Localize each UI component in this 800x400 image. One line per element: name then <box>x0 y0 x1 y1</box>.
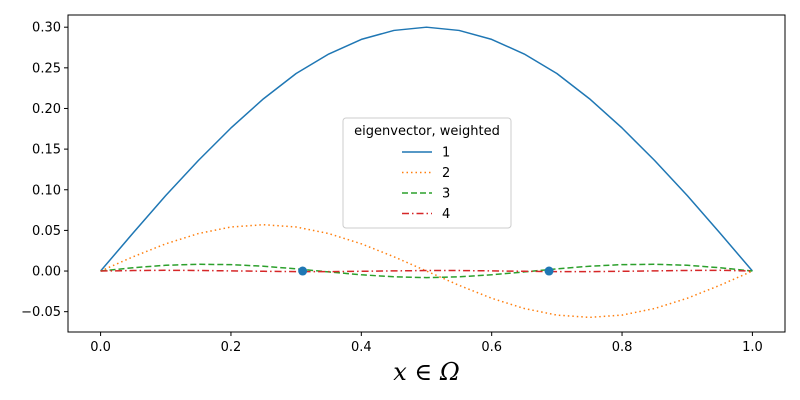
axes-frame <box>67 14 786 333</box>
legend-label-3: 3 <box>442 187 450 202</box>
y-tick-label: 0.10 <box>32 183 61 198</box>
series-line-2 <box>100 223 753 319</box>
y-tick-label: 0.15 <box>32 143 61 158</box>
legend-box <box>342 117 512 229</box>
y-tick-label: 0.30 <box>32 21 61 36</box>
zero-marker <box>298 266 308 276</box>
legend-label-4: 4 <box>442 207 450 222</box>
y-tick-label: 0.20 <box>32 102 61 117</box>
y-axis-ticks: −0.05 0.00 0.05 0.10 0.15 0.20 0.25 0.30 <box>21 21 68 320</box>
series-line-4 <box>100 269 753 273</box>
series-line-3 <box>100 263 753 279</box>
x-tick-label: 1.0 <box>742 340 763 355</box>
legend-label-1: 1 <box>442 146 450 161</box>
legend-items: 1 2 3 4 <box>402 146 450 222</box>
plot-lines <box>100 26 753 319</box>
x-tick-label: 0.8 <box>612 340 633 355</box>
x-axis-label: x ∈ Ω <box>393 358 459 386</box>
x-tick-label: 0.6 <box>481 340 502 355</box>
y-tick-label: 0.25 <box>32 61 61 76</box>
y-tick-label: −0.05 <box>21 305 61 320</box>
series-line-1 <box>100 26 753 272</box>
legend-title: eigenvector, weighted <box>354 124 500 139</box>
x-tick-label: 0.4 <box>351 340 372 355</box>
legend: eigenvector, weighted 1 2 3 4 <box>342 117 512 229</box>
zero-marker <box>544 266 554 276</box>
x-axis-ticks: 0.0 0.2 0.4 0.6 0.8 1.0 <box>90 332 763 355</box>
x-tick-label: 0.2 <box>221 340 242 355</box>
marker-layer <box>298 266 554 276</box>
y-tick-label: 0.00 <box>32 265 61 280</box>
x-tick-label: 0.0 <box>90 340 111 355</box>
legend-label-2: 2 <box>442 166 450 181</box>
y-tick-label: 0.05 <box>32 224 61 239</box>
